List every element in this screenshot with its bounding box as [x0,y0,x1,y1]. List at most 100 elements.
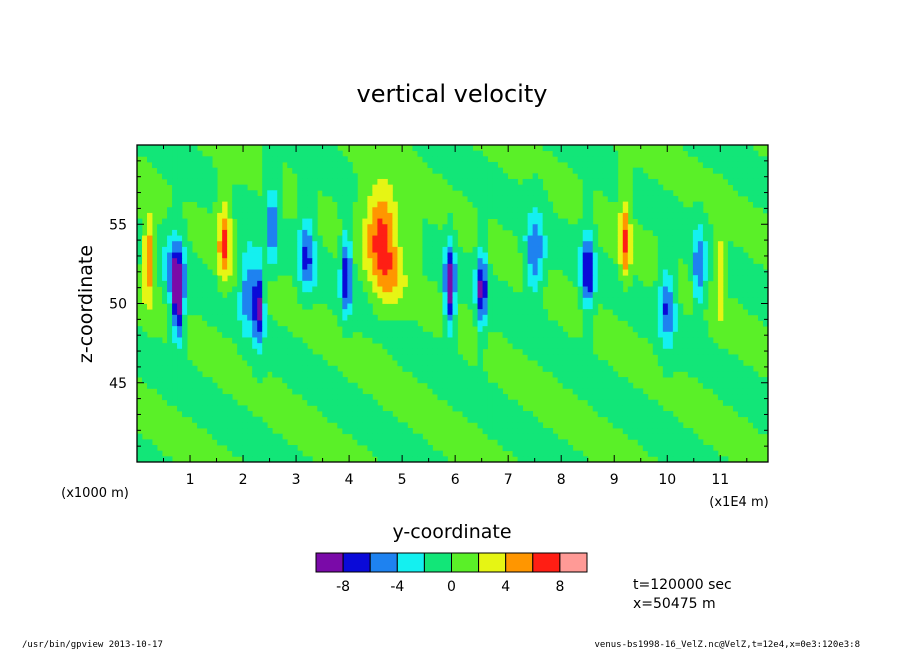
field-cell [412,320,418,327]
field-cell [322,371,328,378]
field-cell [487,326,493,333]
field-cell [162,173,168,180]
field-cell [487,161,493,169]
field-cell [722,399,729,406]
field-cell [482,399,488,406]
field-cell [607,297,614,304]
field-cell [172,161,178,169]
field-cell [537,280,544,287]
field-cell [467,377,473,384]
field-cell [632,292,639,299]
field-cell [452,348,458,355]
field-cell [237,241,243,248]
field-cell [192,275,198,282]
field-cell [282,246,288,253]
field-cell [537,343,544,350]
field-cell [377,212,383,219]
field-cell [552,450,559,457]
field-cell [187,297,193,304]
field-cell [692,445,699,452]
field-cell [482,201,488,208]
field-cell [142,337,148,344]
field-cell [672,416,679,423]
field-cell [352,428,358,435]
field-cell [652,450,659,457]
field-cell [617,377,624,384]
field-cell [712,388,719,395]
field-cell [737,263,744,270]
field-cell [527,212,534,219]
field-cell [717,365,724,372]
field-cell [327,286,333,293]
field-cell [147,371,153,378]
field-cell [702,229,709,236]
field-cell [442,235,448,242]
field-cell [407,445,413,452]
field-cell [292,167,298,174]
field-cell [292,348,298,355]
field-cell [397,263,403,270]
field-cell [752,190,759,197]
field-cell [712,382,719,389]
field-cell [527,456,534,463]
field-cell [542,365,549,372]
colorbar-swatch [505,552,534,573]
field-cell [657,235,664,242]
field-cell [572,377,579,384]
field-cell [367,433,373,440]
field-cell [227,246,233,253]
field-cell [257,354,263,361]
field-cell [562,377,569,384]
field-cell [317,360,323,367]
field-cell [637,405,644,412]
field-cell [322,292,328,299]
field-cell [732,150,739,157]
field-cell [442,229,448,236]
field-cell [362,218,368,225]
field-cell [152,382,158,389]
field-cell [332,145,338,152]
field-cell [417,343,423,350]
field-cell [702,445,709,452]
field-cell [707,343,714,350]
field-cell [527,411,534,418]
field-cell [662,229,669,236]
field-cell [297,241,303,248]
field-cell [452,377,458,384]
field-cell [527,326,534,333]
field-cell [392,258,398,265]
field-cell [287,348,293,355]
field-cell [572,275,579,282]
field-cell [507,331,513,338]
field-cell [452,167,458,174]
field-cell [307,150,313,157]
field-cell [177,229,183,236]
field-cell [742,275,749,282]
field-cell [222,275,228,282]
field-cell [397,445,403,452]
field-cell [677,422,684,429]
field-cell [592,246,599,253]
field-cell [482,258,488,265]
field-cell [487,320,493,327]
field-cell [622,224,629,231]
field-cell [702,331,709,338]
field-cell [262,286,268,293]
field-cell [497,439,503,446]
field-cell [317,145,323,152]
field-cell [467,269,473,276]
field-cell [312,263,318,270]
field-cell [312,218,318,225]
field-cell [167,394,173,401]
field-cell [487,178,493,186]
field-cell [377,280,383,287]
field-cell [377,178,383,186]
field-cell [612,156,619,163]
field-cell [692,224,699,231]
field-cell [627,428,634,435]
field-cell [392,263,398,270]
field-cell [297,218,303,225]
field-cell [587,190,594,197]
field-cell [422,377,428,384]
field-cell [317,150,323,157]
